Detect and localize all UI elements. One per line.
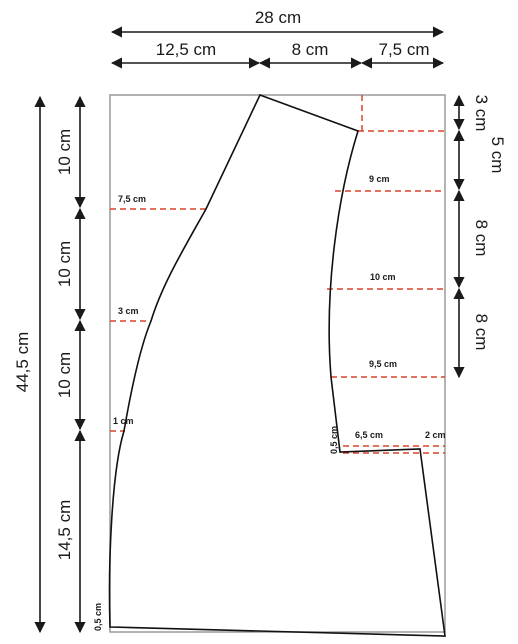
label-bottom-0-5: 0,5 cm: [93, 603, 103, 631]
dim-label-left-a: 10 cm: [55, 129, 74, 175]
label-front-1: 1 cm: [113, 416, 134, 426]
label-arm-10: 10 cm: [370, 272, 396, 282]
label-arm-9: 9 cm: [369, 174, 390, 184]
dim-label-left-b: 10 cm: [55, 241, 74, 287]
dim-label-right-8b: 8 cm: [472, 314, 491, 351]
dim-label-right-3: 3 cm: [472, 95, 491, 132]
label-front-3: 3 cm: [118, 306, 139, 316]
dim-label-left-d: 14,5 cm: [55, 500, 74, 560]
label-arm-9-5: 9,5 cm: [369, 359, 397, 369]
label-notch-6-5: 6,5 cm: [355, 430, 383, 440]
dim-label-seg-left: 12,5 cm: [156, 40, 216, 59]
dim-label-total-height: 44,5 cm: [13, 332, 32, 392]
dim-label-left-c: 10 cm: [55, 352, 74, 398]
dim-label-right-5: 5 cm: [488, 137, 507, 174]
dim-label-total-width: 28 cm: [255, 8, 301, 27]
dim-label-right-8a: 8 cm: [472, 220, 491, 257]
label-notch-2: 2 cm: [425, 430, 446, 440]
pattern-outline: [108, 93, 446, 637]
dim-label-seg-right: 7,5 cm: [378, 40, 429, 59]
label-notch-0-5: 0,5 cm: [329, 426, 339, 454]
label-front-7-5: 7,5 cm: [118, 194, 146, 204]
dim-label-seg-mid: 8 cm: [292, 40, 329, 59]
